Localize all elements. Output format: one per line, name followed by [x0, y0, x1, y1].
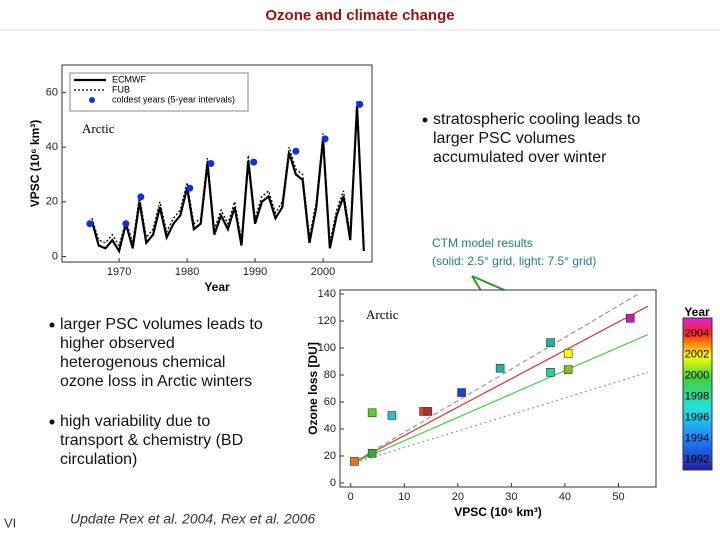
data-point: [563, 365, 573, 374]
coldest-point: [292, 147, 300, 155]
bullet-text: heterogenous chemical: [60, 354, 225, 371]
bullet-text: larger PSC volumes: [433, 130, 575, 147]
fit-line: [350, 305, 649, 465]
x-axis-label: Year: [204, 280, 230, 294]
x-tick-label: 1970: [107, 266, 131, 278]
data-point: [546, 338, 555, 347]
colorbar-label: 2000: [685, 370, 709, 382]
colorbar-label: 1994: [685, 432, 709, 444]
bullet-text: accumulated over winter: [433, 149, 607, 166]
coldest-point: [250, 158, 258, 166]
data-point: [495, 363, 505, 373]
y-tick-label: 60: [46, 86, 58, 98]
bullet-text: higher observed: [60, 335, 175, 352]
colorbar-label: 2002: [685, 349, 709, 361]
y-tick-label: 140: [318, 288, 336, 300]
fit-line: [350, 371, 649, 465]
x-tick-label: 0: [348, 491, 354, 503]
coldest-point: [321, 135, 329, 143]
series-line: [91, 100, 365, 248]
coldest-point: [356, 100, 364, 108]
legend-swatch: [89, 97, 95, 103]
data-point: [367, 408, 377, 418]
y-tick-label: 120: [318, 315, 336, 327]
legend-label: coldest years (5-year intervals): [112, 94, 235, 104]
y-tick-label: 40: [324, 423, 336, 435]
annotation: Arctic: [82, 121, 115, 136]
y-tick-label: 60: [324, 396, 336, 408]
x-tick-label: 30: [505, 491, 517, 503]
colorbar-label: 1992: [685, 453, 709, 465]
bullet-text: larger PSC volumes leads to: [60, 316, 263, 333]
data-point: [423, 407, 433, 416]
coldest-point: [207, 160, 215, 167]
colorbar-label: 1998: [685, 391, 709, 403]
y-tick-label: 80: [324, 369, 336, 381]
footer: Update Rex et al. 2004, Rex et al. 2006: [70, 511, 315, 527]
bullet-text: high variability due to: [60, 413, 210, 430]
data-point: [563, 349, 573, 358]
x-tick-label: 40: [559, 491, 571, 503]
bullet-dot: [49, 419, 55, 425]
coldest-point: [186, 184, 194, 192]
data-point: [367, 448, 377, 458]
bullet-text: stratospheric cooling leads to: [433, 111, 640, 128]
annotation: Arctic: [366, 307, 399, 322]
y-tick-label: 20: [324, 450, 336, 462]
y-tick-label: 20: [46, 196, 58, 208]
bullet-text: (solid: 2.5° grid, light: 7.5° grid): [432, 254, 596, 268]
legend-box: [69, 72, 249, 112]
bullet-dot: [49, 322, 55, 328]
y-tick-label: 40: [46, 141, 58, 153]
colorbar-label: 2004: [685, 328, 709, 340]
colorbar-label: 1996: [685, 411, 709, 423]
colorbar: [682, 317, 713, 471]
bullet-dot: [422, 117, 428, 123]
data-point: [350, 457, 359, 466]
y-axis-label: Ozone loss [DU]: [306, 342, 320, 435]
series-line: [90, 105, 365, 254]
bullet-text: transport & chemistry (BD: [60, 432, 243, 449]
data-point: [625, 314, 635, 323]
x-tick-label: 50: [612, 491, 624, 503]
data-point: [457, 388, 466, 397]
y-axis-label: VPSC (10⁶ km³): [28, 120, 42, 208]
bullet-text: CTM model results: [432, 236, 533, 250]
bullet-text: circulation): [60, 451, 137, 468]
x-tick-label: 2000: [311, 266, 335, 278]
legend-label: ECMWF: [112, 74, 146, 84]
x-tick-label: 1980: [175, 266, 199, 278]
x-tick-label: 1990: [243, 266, 267, 278]
page-number: VI: [4, 515, 16, 530]
data-point: [387, 411, 397, 420]
legend-label: FUB: [112, 84, 130, 94]
coldest-point: [137, 193, 145, 201]
bullet-text: ozone loss in Arctic winters: [60, 373, 252, 390]
plot-frame: [339, 289, 657, 488]
title: Ozone and climate change: [265, 7, 454, 24]
fit-line: [350, 333, 649, 465]
y-tick-label: 100: [318, 342, 336, 354]
x-tick-label: 10: [398, 491, 410, 503]
coldest-point: [122, 220, 130, 228]
data-point: [546, 368, 555, 377]
y-tick-label: 0: [330, 477, 336, 489]
x-axis-label: VPSC (10⁶ km³): [454, 505, 542, 519]
y-tick-label: 0: [52, 250, 58, 262]
x-tick-label: 20: [452, 491, 464, 503]
coldest-point: [86, 220, 94, 228]
colorbar-title: Year: [684, 305, 710, 319]
